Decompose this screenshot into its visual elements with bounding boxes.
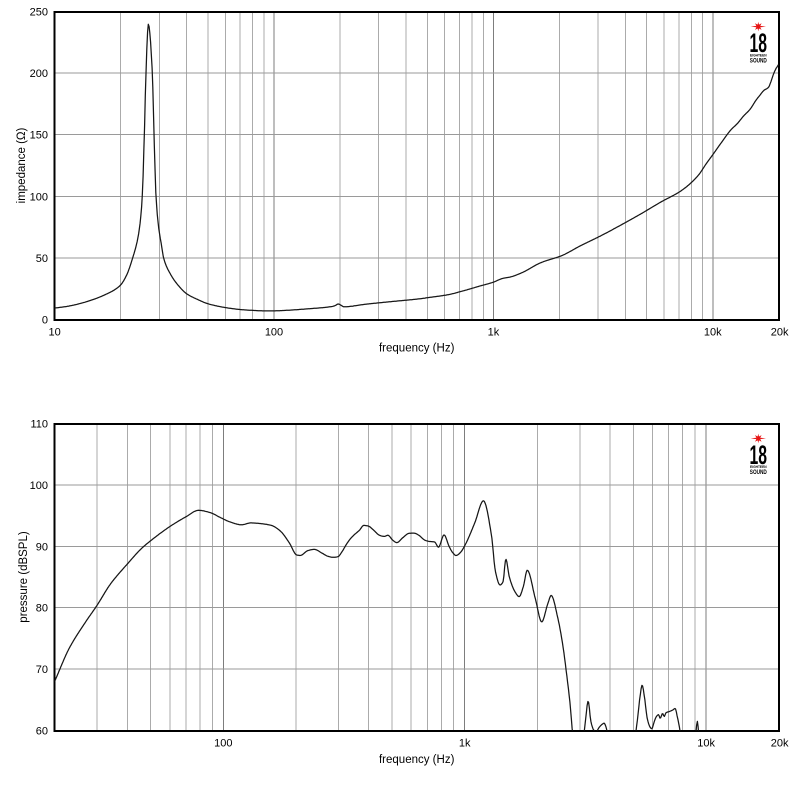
svg-text:50: 50 (36, 253, 48, 265)
svg-text:70: 70 (36, 664, 48, 676)
svg-text:impedance (Ω): impedance (Ω) (16, 127, 28, 203)
svg-text:1k: 1k (488, 327, 500, 339)
svg-text:frequency (Hz): frequency (Hz) (379, 754, 455, 766)
svg-text:150: 150 (30, 130, 48, 142)
svg-text:110: 110 (30, 418, 48, 430)
svg-text:10k: 10k (704, 327, 722, 339)
svg-text:10: 10 (48, 327, 60, 339)
svg-text:200: 200 (30, 68, 48, 80)
svg-text:20k: 20k (771, 738, 789, 750)
svg-text:1k: 1k (459, 738, 471, 750)
svg-text:20k: 20k (771, 327, 789, 339)
svg-text:90: 90 (36, 541, 48, 553)
svg-text:80: 80 (36, 603, 48, 615)
svg-text:frequency (Hz): frequency (Hz) (379, 343, 455, 355)
svg-text:100: 100 (265, 327, 283, 339)
svg-text:60: 60 (36, 726, 48, 738)
svg-text:100: 100 (30, 480, 48, 492)
svg-text:pressure (dBSPL): pressure (dBSPL) (18, 531, 30, 623)
svg-text:250: 250 (30, 6, 48, 18)
svg-text:100: 100 (30, 191, 48, 203)
svg-text:10k: 10k (697, 738, 715, 750)
svg-text:0: 0 (42, 315, 48, 327)
svg-text:100: 100 (214, 738, 232, 750)
